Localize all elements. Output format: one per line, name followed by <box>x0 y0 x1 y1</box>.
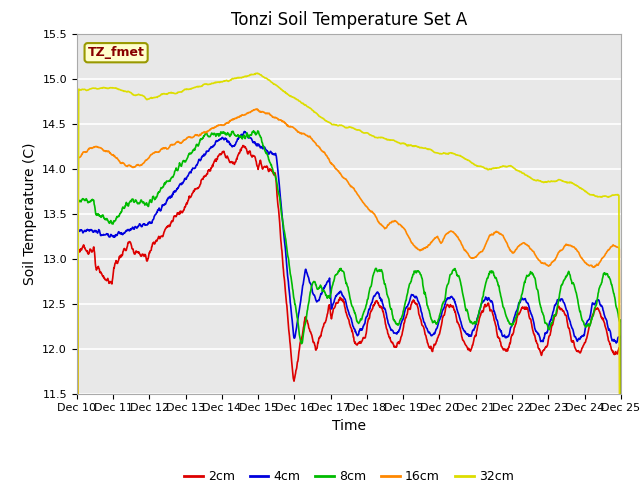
Legend: 2cm, 4cm, 8cm, 16cm, 32cm: 2cm, 4cm, 8cm, 16cm, 32cm <box>179 465 518 480</box>
Y-axis label: Soil Temperature (C): Soil Temperature (C) <box>23 143 36 285</box>
Text: TZ_fmet: TZ_fmet <box>88 46 145 59</box>
Title: Tonzi Soil Temperature Set A: Tonzi Soil Temperature Set A <box>230 11 467 29</box>
X-axis label: Time: Time <box>332 419 366 433</box>
